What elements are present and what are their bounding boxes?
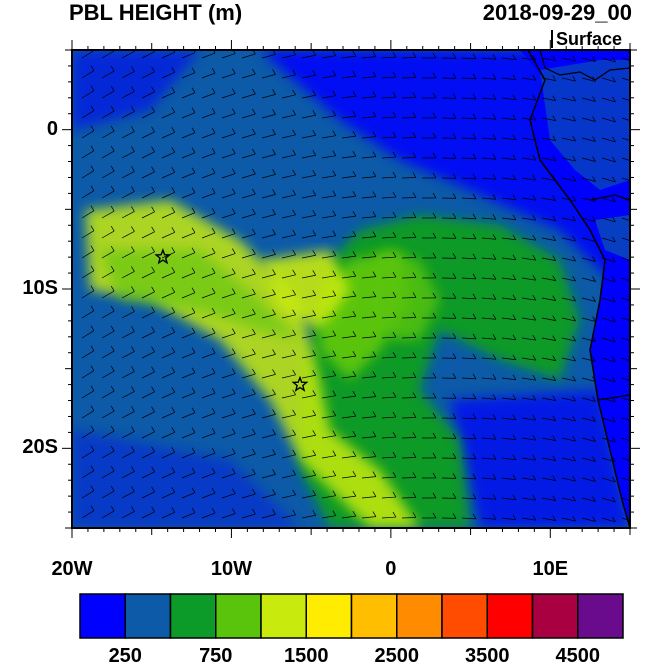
colorbar-label: 250 [108,645,142,667]
colorbar-swatch [577,593,624,639]
colorbar-swatch [305,593,353,639]
colorbar-swatch [441,593,488,639]
colorbar-swatch [79,593,126,639]
colorbar-label: 3500 [465,645,510,667]
colorbar-swatch [260,593,307,639]
lon-tick-label: 10W [210,558,252,580]
colorbar-swatch [169,593,217,639]
country-border-north [539,49,631,81]
lon-tick-label: 0 [385,558,397,580]
valid-time: 2018-09-29_00 [482,0,632,25]
lon-tick-label: 10E [532,558,569,580]
colorbar-label: 4500 [555,645,601,667]
star-marker-ascension-area [154,248,172,265]
lat-tick-label: 0 [46,117,58,140]
colorbar-label: 2500 [374,645,420,667]
country-border-mid [589,194,631,201]
colorbar-swatch [215,593,262,639]
colorbar-swatch [124,593,172,639]
country-border-south [597,394,631,401]
star-markers [154,248,309,392]
plot-title: PBL HEIGHT (m) [69,0,243,25]
colorbar-swatch [531,593,579,639]
colorbar-swatch [350,593,398,639]
lat-tick-label: 10S [22,277,58,299]
colorbar-swatch [396,593,443,639]
lat-tick-label: 20S [22,436,58,459]
colorbar-swatch [486,593,534,639]
level-marker [551,30,553,48]
map-ticks [62,40,640,538]
colorbar [79,593,624,639]
coastline [527,49,631,529]
star-marker-st-helena [291,375,309,392]
pbl-field [72,50,630,528]
wind-barbs [81,50,630,523]
lon-tick-label: 20W [51,558,93,580]
colorbar-label: 750 [199,645,233,667]
colorbar-label: 1500 [284,645,329,667]
level-label: Surface [556,29,623,49]
